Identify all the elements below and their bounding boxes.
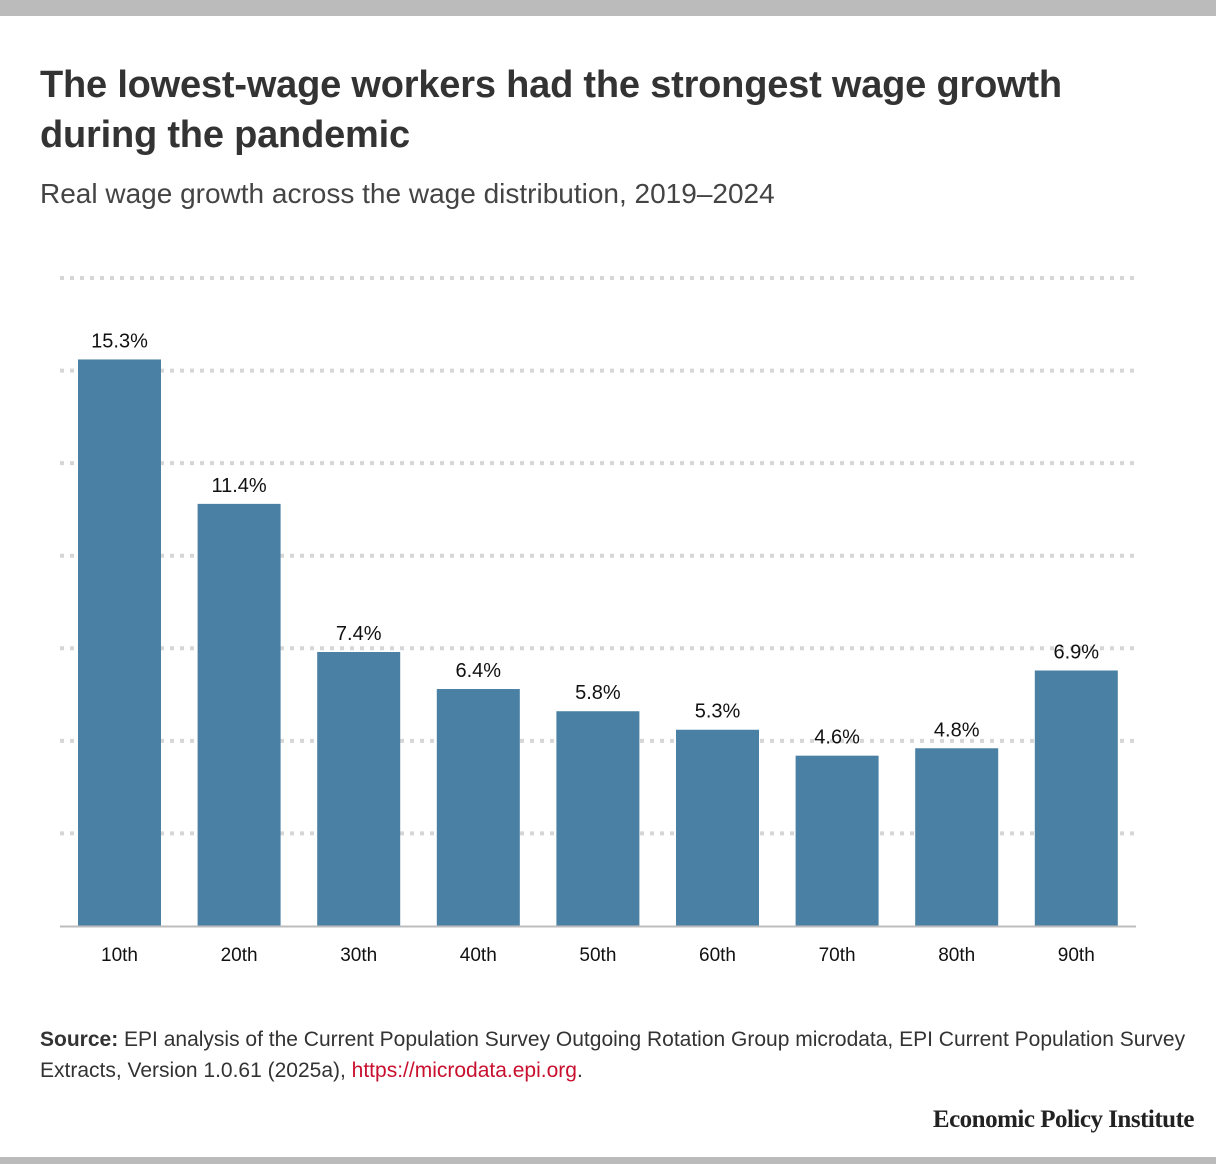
top-border (0, 0, 1216, 16)
value-label: 6.4% (456, 660, 502, 682)
x-tick-label: 80th (938, 945, 975, 966)
source-note: Source: EPI analysis of the Current Popu… (40, 1024, 1190, 1086)
x-tick-label: 10th (101, 945, 138, 966)
value-label: 11.4% (211, 475, 266, 497)
bar-40th (436, 689, 520, 926)
value-label: 5.3% (695, 701, 741, 723)
value-label: 4.6% (814, 727, 860, 749)
source-end: . (576, 1059, 583, 1082)
value-label: 5.8% (575, 682, 621, 704)
bar-30th (317, 651, 401, 926)
bottom-border (0, 1157, 1216, 1164)
source-label: Source: (40, 1028, 119, 1051)
bar-90th (1034, 670, 1118, 926)
brand-logo: Economic Policy Institute (932, 1106, 1195, 1133)
bars (78, 359, 1118, 926)
x-tick-label: 30th (340, 945, 377, 966)
value-label: 4.8% (934, 719, 980, 741)
x-tick-label: 20th (221, 945, 258, 966)
bar-10th (78, 359, 161, 926)
bar-chart: 15.3% 11.4% 7.4% 6.4% 5.8% 5.3% 4.6% 4.8% 6.9% 1… (60, 276, 1136, 966)
chart-subtitle: Real wage growth across the wage distrib… (40, 178, 775, 209)
x-tick-label: 90th (1058, 945, 1095, 966)
value-labels: 15.3% 11.4% 7.4% 6.4% 5.8% 5.3% 4.6% 4.8% 6.9% (91, 330, 1099, 748)
x-tick-label: 50th (579, 945, 616, 966)
bar-50th (556, 711, 640, 926)
x-tick-label: 40th (460, 945, 497, 966)
value-label: 6.9% (1054, 642, 1100, 664)
source-link[interactable]: https://microdata.epi.org (351, 1059, 577, 1082)
x-tick-label: 60th (699, 945, 736, 966)
source-text: EPI analysis of the Current Population S… (40, 1028, 1186, 1082)
bar-60th (676, 729, 759, 926)
chart-title: The lowest-wage workers had the stronges… (40, 64, 1062, 156)
value-label: 15.3% (91, 330, 148, 352)
x-tick-label: 70th (819, 945, 856, 966)
x-tick-labels: 10th 20th 30th 40th 50th 60th 70th 80th 90th (101, 945, 1095, 966)
bar-80th (915, 748, 999, 926)
value-label: 7.4% (336, 623, 382, 645)
bar-20th (197, 503, 281, 926)
bar-70th (795, 755, 879, 926)
